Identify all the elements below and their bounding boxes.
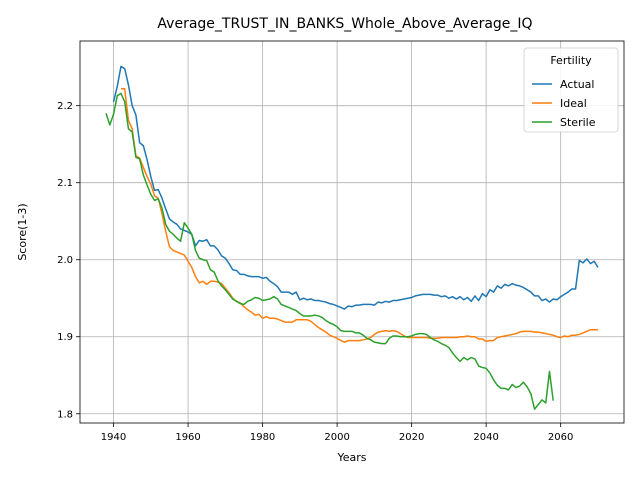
- y-tick-label: 2.0: [57, 255, 73, 266]
- chart-title: Average_TRUST_IN_BANKS_Whole_Above_Avera…: [157, 16, 532, 32]
- plot-frame: [79, 40, 625, 424]
- y-tick-label: 1.9: [57, 332, 73, 343]
- y-tick-label: 2.2: [57, 101, 73, 112]
- axis-ticks: 1940 1960 1980 2000 2020 2040 2060 1.8 1.9 2.0 2.1…: [57, 101, 573, 443]
- series-lines: [105, 65, 599, 410]
- series-line-sterile: [105, 92, 554, 410]
- legend: Fertility Actual Ideal Sterile: [523, 47, 619, 133]
- x-tick-label: 1960: [175, 432, 200, 443]
- legend-label-sterile: Sterile: [560, 116, 596, 129]
- x-tick-label: 2000: [324, 432, 349, 443]
- legend-label-ideal: Ideal: [560, 97, 587, 110]
- x-tick-label: 2040: [473, 432, 498, 443]
- y-tick-label: 2.1: [57, 178, 73, 189]
- x-tick-label: 2060: [548, 432, 573, 443]
- legend-label-actual: Actual: [560, 78, 594, 91]
- series-line-ideal: [120, 88, 598, 343]
- x-tick-label: 1940: [101, 432, 126, 443]
- legend-title: Fertility: [550, 54, 592, 67]
- y-tick-label: 1.8: [57, 409, 73, 420]
- x-tick-label: 2020: [399, 432, 424, 443]
- legend-box: [523, 47, 619, 133]
- y-axis-label: Score(1-3): [16, 203, 29, 260]
- x-tick-label: 1980: [250, 432, 275, 443]
- x-axis-label: Years: [336, 451, 366, 464]
